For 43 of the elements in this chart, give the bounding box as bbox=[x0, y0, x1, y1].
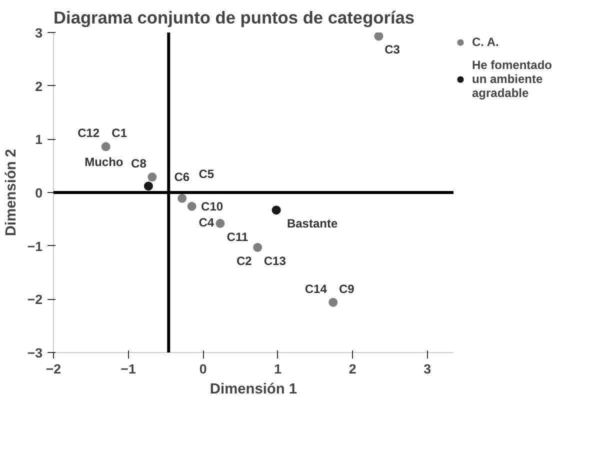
annotation: Mucho bbox=[84, 154, 124, 169]
annotation: C2 bbox=[236, 254, 252, 268]
annotation: C4 bbox=[198, 216, 214, 230]
annotation: C12 bbox=[78, 126, 100, 140]
point bbox=[187, 202, 196, 211]
annotation: C14 bbox=[304, 282, 328, 296]
x-tick-label: −2 bbox=[46, 362, 62, 376]
point bbox=[101, 142, 110, 152]
point bbox=[253, 242, 262, 252]
annotation: C1 bbox=[112, 126, 128, 140]
point bbox=[374, 32, 384, 41]
legend-label: He fomentado un ambiente agradable bbox=[472, 58, 552, 100]
y-tick-label: −3 bbox=[27, 346, 43, 360]
annotation: C13 bbox=[264, 254, 286, 268]
annotation: C9 bbox=[338, 282, 355, 296]
y-tick-label: 0 bbox=[35, 186, 43, 200]
point bbox=[216, 218, 225, 228]
annotation: C11 bbox=[226, 230, 248, 244]
point bbox=[328, 298, 338, 307]
y-tick-label: −1 bbox=[27, 238, 44, 254]
x-tick-label: 1 bbox=[274, 362, 282, 376]
x-tick-label: 2 bbox=[348, 362, 356, 376]
annotation: C8 bbox=[131, 156, 147, 171]
x-tick-label: 0 bbox=[199, 362, 207, 376]
y-tick-label: 3 bbox=[35, 26, 43, 40]
y-tick-label: −2 bbox=[27, 292, 43, 308]
x-tick-label: 3 bbox=[424, 362, 432, 376]
annotation: Bastante bbox=[286, 216, 338, 231]
point bbox=[178, 194, 187, 203]
y-axis-title: Dimensión 2 bbox=[3, 148, 20, 236]
legend-label: C. A. bbox=[472, 35, 499, 49]
point bbox=[272, 206, 281, 215]
annotation: C10 bbox=[201, 199, 224, 214]
x-axis-title: Dimensión 1 bbox=[210, 382, 298, 398]
point bbox=[148, 172, 157, 182]
y-tick-label: 2 bbox=[35, 78, 43, 94]
y-tick-label: 1 bbox=[35, 132, 44, 148]
annotation: C5 bbox=[198, 167, 214, 182]
annotation: C6 bbox=[174, 170, 190, 184]
x-tick-label: −1 bbox=[120, 362, 136, 376]
point bbox=[144, 182, 153, 191]
annotation: C3 bbox=[384, 42, 400, 57]
chart-title: Diagrama conjunto de puntos de categorías bbox=[54, 8, 415, 28]
